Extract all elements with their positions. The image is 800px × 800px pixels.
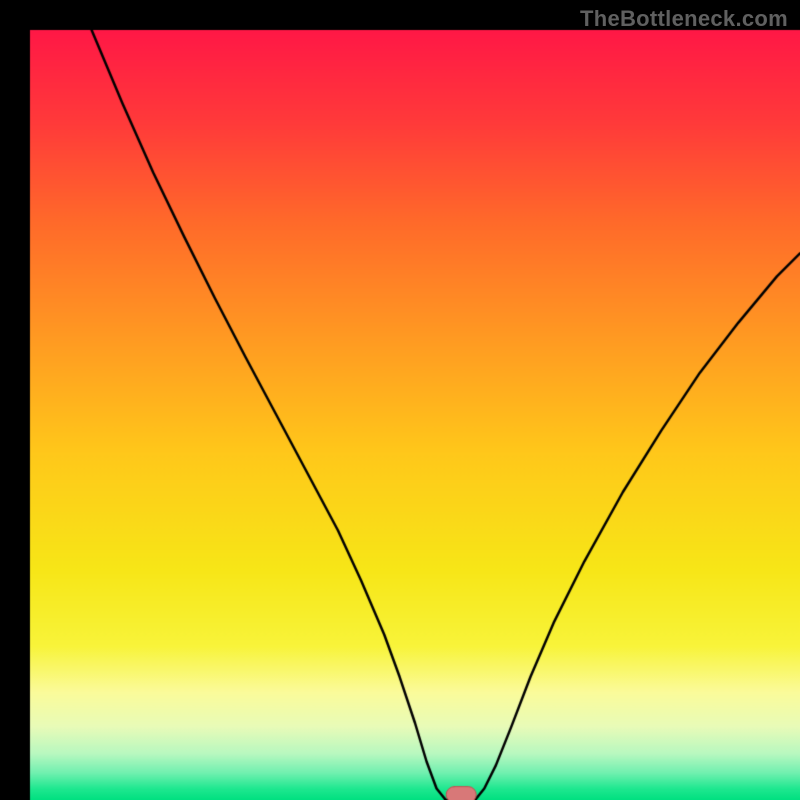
attribution-text: TheBottleneck.com: [580, 6, 788, 32]
bottleneck-chart: [0, 0, 800, 800]
